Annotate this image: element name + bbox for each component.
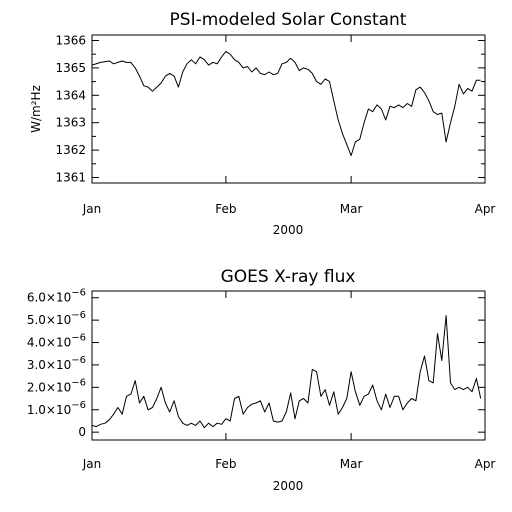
x-tick-label: Apr bbox=[475, 202, 496, 216]
y-tick-label: 1362 bbox=[55, 143, 86, 157]
x-tick-label: Feb bbox=[215, 202, 236, 216]
y-tick-label: 0 bbox=[78, 425, 86, 439]
x-tick-label: Jan bbox=[82, 202, 102, 216]
series-line bbox=[91, 315, 482, 429]
y-tick-label: 3.0×10−6 bbox=[27, 355, 86, 372]
chart-solar-constant: PSI-modeled Solar Constant W/m²Hz Jan Feb… bbox=[29, 10, 495, 237]
x-ticks: Jan Feb Mar Apr bbox=[82, 291, 496, 471]
chart-title: PSI-modeled Solar Constant bbox=[170, 10, 407, 30]
y-axis-label: W/m²Hz bbox=[29, 85, 43, 133]
y-ticks: 0 1.0×10−6 2.0×10−6 3.0×10−6 4.0×10−6 5.0×10−… bbox=[27, 288, 485, 439]
x-axis-label: 2000 bbox=[273, 223, 304, 237]
y-tick-label: 1366 bbox=[55, 33, 86, 47]
y-tick-label: 1363 bbox=[55, 116, 86, 130]
y-tick-label: 4.0×10−6 bbox=[27, 333, 86, 350]
plot-frame bbox=[91, 290, 486, 441]
y-tick-label: 5.0×10−6 bbox=[27, 310, 86, 327]
x-tick-label: Feb bbox=[215, 457, 236, 471]
y-tick-label: 1364 bbox=[55, 88, 86, 102]
x-tick-label: Jan bbox=[82, 457, 102, 471]
x-ticks: Jan Feb Mar Apr bbox=[82, 35, 496, 216]
x-axis-label: 2000 bbox=[273, 479, 304, 493]
x-tick-label: Mar bbox=[340, 202, 363, 216]
y-ticks: 1361 1362 1363 1364 1365 1366 bbox=[55, 33, 485, 185]
y-tick-label: 1361 bbox=[55, 171, 86, 185]
y-tick-label: 1365 bbox=[55, 61, 86, 75]
y-tick-label: 2.0×10−6 bbox=[27, 377, 86, 394]
x-tick-label: Apr bbox=[475, 457, 496, 471]
y-tick-label: 1.0×10−6 bbox=[27, 400, 86, 417]
series-line bbox=[91, 50, 481, 157]
chart-goes-xray: GOES X-ray flux Jan Feb Mar Apr 0 1.0×10−6 2.… bbox=[27, 267, 496, 493]
x-tick-label: Mar bbox=[340, 457, 363, 471]
chart-title: GOES X-ray flux bbox=[221, 267, 356, 287]
y-tick-label: 6.0×10−6 bbox=[27, 288, 86, 305]
